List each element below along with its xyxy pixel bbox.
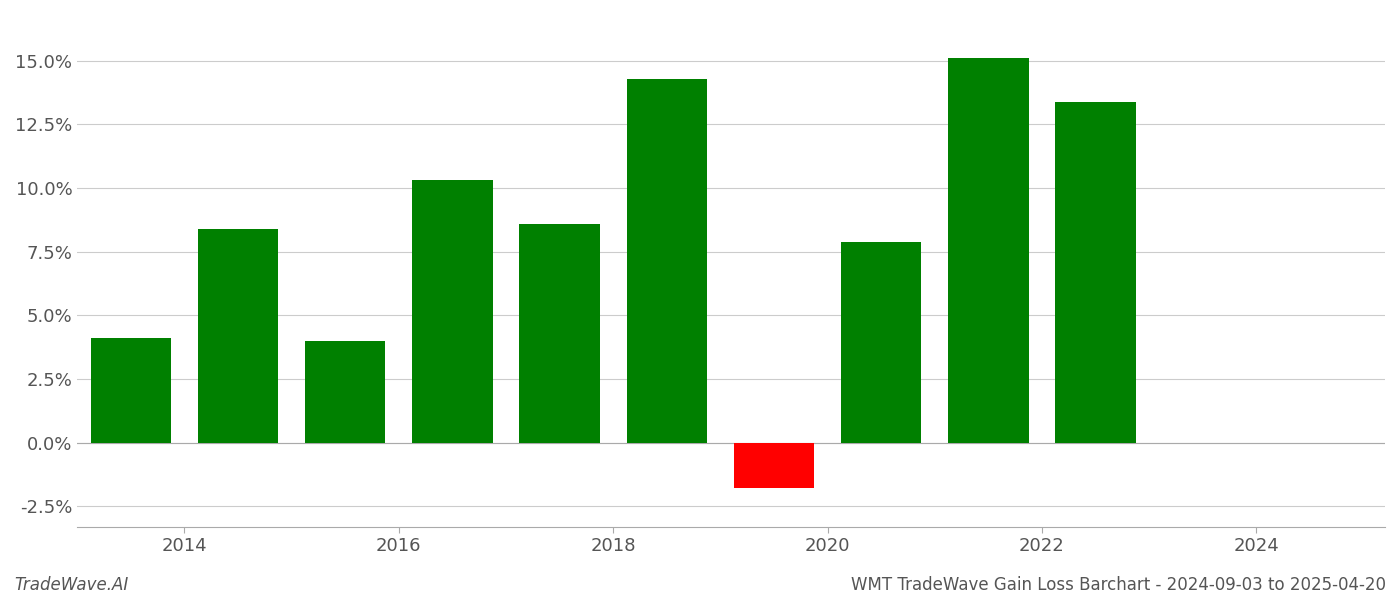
Bar <box>412 181 493 443</box>
Bar <box>91 338 171 443</box>
Bar <box>734 443 815 488</box>
Bar <box>627 79 707 443</box>
Bar <box>197 229 279 443</box>
Bar <box>841 242 921 443</box>
Text: WMT TradeWave Gain Loss Barchart - 2024-09-03 to 2025-04-20: WMT TradeWave Gain Loss Barchart - 2024-… <box>851 576 1386 594</box>
Bar <box>1056 101 1135 443</box>
Bar <box>519 224 599 443</box>
Bar <box>305 341 385 443</box>
Text: TradeWave.AI: TradeWave.AI <box>14 576 129 594</box>
Bar <box>948 58 1029 443</box>
